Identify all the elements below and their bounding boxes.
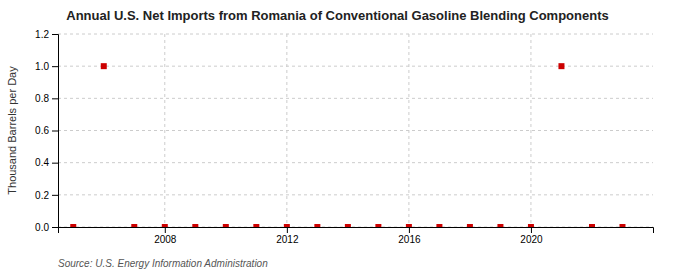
x-tick-mark [287,227,288,233]
y-tick: 0.6 [35,125,58,136]
title: Annual U.S. Net Imports from Romania of … [66,8,608,23]
y-tick-label: 0.6 [35,125,49,136]
point [558,63,564,69]
point [589,224,595,227]
grid [58,34,653,227]
y-tick-label: 1.0 [35,61,49,72]
grid-line [58,34,653,35]
x-tick-label: 2020 [520,234,543,245]
point [345,224,351,227]
point [162,224,168,227]
y-tick-label: 0.4 [35,157,49,168]
y-axis-line [52,35,59,228]
x-tick-mark [409,227,410,233]
grid-line [530,34,531,227]
grid-line [58,130,653,131]
point [284,224,290,227]
grid-line [58,162,653,163]
point [192,224,198,227]
x-tick-label: 2012 [276,234,299,245]
y-tick-mark [52,227,58,228]
grid-line [58,98,653,99]
x-tick-label: 2008 [154,234,177,245]
y-tick-label: 0.8 [35,93,49,104]
x-tick: 2008 [154,227,177,245]
points [70,63,625,227]
point [131,224,137,227]
chart: 2008 2012 2016 2020 0.0 0.2 0.4 0.6 0.8 1.0 1.2 Ann… [0,0,675,275]
y-tick: 1.2 [35,29,58,40]
y-tick: 0.2 [35,190,58,201]
y-tick: 0.0 [35,222,58,233]
point [436,224,442,227]
y-tick-mark [52,195,58,196]
x-tick-label: 2016 [398,234,421,245]
x-tick: 2012 [276,227,299,245]
y-tick: 0.4 [35,157,58,168]
y-tick-label: 1.2 [35,29,49,40]
x-axis: 2008 2012 2016 2020 [59,227,654,245]
y-tick-label: 0.2 [35,190,49,201]
point [70,224,76,227]
x-tick-mark [531,227,532,233]
y-tick-mark [52,163,58,164]
x-axis-line [59,228,654,234]
y-tick: 0.8 [35,93,58,104]
y-tick-mark [52,34,58,35]
y-tick-label: 0.0 [35,222,49,233]
point [101,63,107,69]
point [619,224,625,227]
y-axis: 0.0 0.2 0.4 0.6 0.8 1.0 1.2 [35,29,58,233]
points-inner [70,63,625,227]
point [314,224,320,227]
point [253,224,259,227]
y-axis-title: Thousand Barrels per Day [6,66,18,195]
y-tick-mark [52,98,58,99]
y-tick-mark [52,66,58,67]
x-tick: 2016 [398,227,421,245]
point [375,224,381,227]
point [223,224,229,227]
x-tick-mark [165,227,166,233]
annotation: Source: U.S. Energy Information Administ… [58,258,268,269]
y-tick-mark [52,131,58,132]
grid-line [58,194,653,195]
grid-line [164,34,165,227]
point [528,224,534,227]
x-tick: 2020 [520,227,543,245]
point [497,224,503,227]
point [467,224,473,227]
y-tick: 1.0 [35,61,58,72]
point [406,224,412,227]
plot: 2008 2012 2016 2020 0.0 0.2 0.4 0.6 0.8 1.0 1.2 [35,29,653,245]
